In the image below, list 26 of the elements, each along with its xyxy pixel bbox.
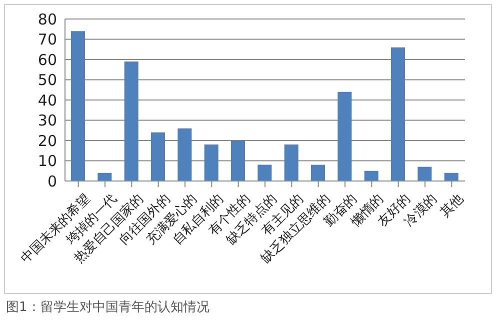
- y-tick-label: 0: [47, 172, 57, 190]
- bar: [178, 128, 192, 181]
- bar: [364, 170, 378, 181]
- bar: [338, 92, 352, 181]
- bar: [71, 31, 85, 181]
- bar: [204, 144, 218, 181]
- bar: [311, 164, 325, 181]
- caption: 图1：留学生对中国青年的认知情况: [6, 299, 210, 316]
- bar: [258, 164, 272, 181]
- bar: [284, 144, 298, 181]
- bar: [231, 140, 245, 181]
- y-tick-label: 60: [38, 50, 57, 69]
- y-tick-label: 40: [38, 91, 57, 110]
- bar: [98, 172, 112, 181]
- bar: [124, 62, 138, 181]
- bar: [391, 47, 405, 181]
- y-tick-label: 20: [38, 132, 57, 150]
- bar: [444, 172, 458, 181]
- y-tick-label: 10: [38, 152, 57, 170]
- y-tick-label: 50: [38, 71, 57, 90]
- x-tick-label: 其他: [438, 191, 467, 220]
- y-tick-label: 30: [38, 112, 57, 130]
- y-tick-label: 70: [38, 30, 57, 49]
- bar: [151, 132, 165, 181]
- bar: [418, 166, 432, 181]
- y-tick-label: 80: [38, 10, 57, 28]
